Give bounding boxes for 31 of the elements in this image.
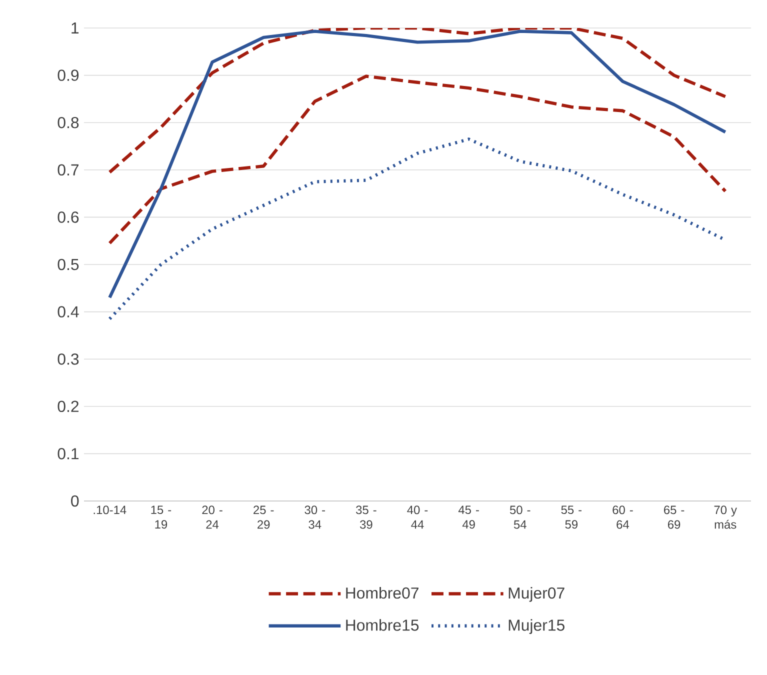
x-tick-label: 50 - 54 [510,506,530,529]
y-tick-label: 0.2 [58,400,79,412]
legend-label: Hombre07 [346,587,418,599]
y-tick-label: 0.5 [58,258,79,270]
x-tick-label: .10-14 [94,506,126,514]
line-series [108,30,727,300]
y-tick-label: 0.4 [58,306,79,318]
x-tick-label: 40 - 44 [407,506,428,529]
x-tick-label: 25 - 29 [254,506,274,529]
y-tick-label: 0.1 [58,448,79,460]
x-tick-label: 45 - 49 [458,506,479,529]
x-tick-label: 15 - 19 [151,506,172,529]
x-tick-label: 30 - 34 [304,506,325,529]
y-tick-label: 1 [72,22,79,34]
y-tick-label: 0.9 [58,70,79,81]
y-tick-label: 0.7 [58,164,79,176]
legend-label: Hombre15 [346,619,419,631]
y-tick-label: 0.3 [58,353,79,365]
x-tick-label: 70 y más [714,506,737,529]
y-tick-label: 0 [71,495,79,507]
line-series [108,28,727,174]
x-tick-label: 35 - 39 [356,506,376,529]
y-tick-label: 0.6 [58,212,79,223]
line-series [108,74,727,245]
x-tick-label: 20 - 24 [202,506,222,529]
legend-label: Mujer15 [508,619,564,634]
y-tick-label: 0.8 [58,116,79,128]
x-tick-label: 60 - 64 [612,506,633,529]
x-tick-label: 55 - 59 [561,506,582,529]
x-tick-label: 65 - 69 [664,506,684,529]
legend-label: Mujer07 [508,587,564,602]
